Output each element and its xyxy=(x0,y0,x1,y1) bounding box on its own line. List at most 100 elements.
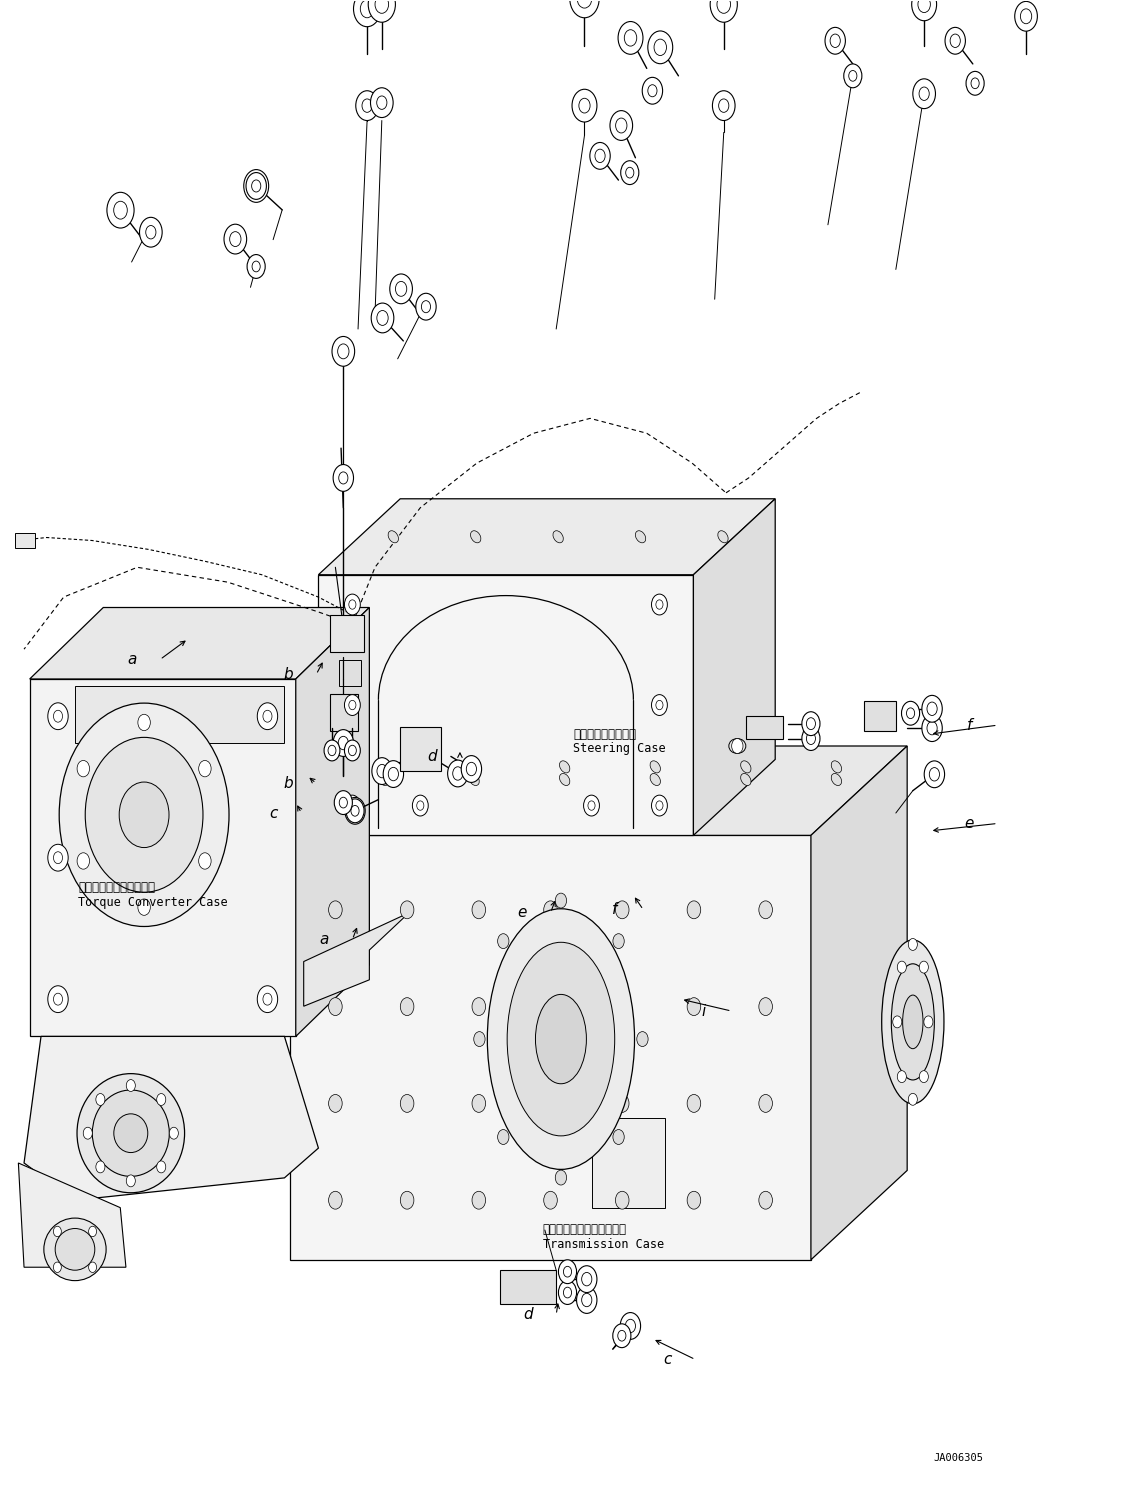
Circle shape xyxy=(583,795,599,816)
Circle shape xyxy=(252,181,261,192)
Circle shape xyxy=(360,0,373,18)
Circle shape xyxy=(927,703,938,716)
Circle shape xyxy=(615,1095,629,1113)
Circle shape xyxy=(924,1016,933,1028)
Circle shape xyxy=(893,1016,902,1028)
Circle shape xyxy=(59,703,229,927)
Polygon shape xyxy=(864,701,896,731)
Polygon shape xyxy=(319,498,775,574)
Circle shape xyxy=(544,1191,557,1209)
Circle shape xyxy=(258,703,278,730)
Ellipse shape xyxy=(378,761,388,773)
Circle shape xyxy=(472,1191,486,1209)
Circle shape xyxy=(595,149,605,163)
Ellipse shape xyxy=(469,761,479,773)
Circle shape xyxy=(157,1161,166,1173)
Circle shape xyxy=(85,737,203,892)
Circle shape xyxy=(384,761,404,788)
Text: i: i xyxy=(701,1004,706,1019)
Text: JA006305: JA006305 xyxy=(933,1453,983,1462)
Circle shape xyxy=(389,275,412,304)
Circle shape xyxy=(371,303,394,333)
Circle shape xyxy=(656,801,663,810)
Circle shape xyxy=(922,695,942,722)
Circle shape xyxy=(806,733,815,745)
Circle shape xyxy=(577,1286,597,1313)
Circle shape xyxy=(461,755,481,782)
Circle shape xyxy=(344,740,360,761)
Circle shape xyxy=(401,998,414,1016)
Circle shape xyxy=(412,795,428,816)
Circle shape xyxy=(48,986,68,1013)
Circle shape xyxy=(651,795,667,816)
Ellipse shape xyxy=(507,943,615,1135)
Circle shape xyxy=(140,218,162,248)
Ellipse shape xyxy=(536,994,587,1083)
Circle shape xyxy=(1015,1,1037,31)
Circle shape xyxy=(558,1259,577,1283)
Ellipse shape xyxy=(560,773,570,786)
Circle shape xyxy=(1020,9,1032,24)
Circle shape xyxy=(377,310,388,325)
Circle shape xyxy=(107,192,134,228)
Circle shape xyxy=(89,1262,96,1273)
Circle shape xyxy=(338,737,348,749)
Circle shape xyxy=(613,934,624,949)
Circle shape xyxy=(972,78,980,88)
Circle shape xyxy=(83,1128,92,1140)
Circle shape xyxy=(625,167,633,178)
Circle shape xyxy=(375,0,388,13)
Circle shape xyxy=(169,1128,178,1140)
Text: e: e xyxy=(518,906,527,921)
Circle shape xyxy=(555,1170,566,1185)
Text: c: c xyxy=(663,1352,671,1367)
Circle shape xyxy=(911,0,936,21)
Ellipse shape xyxy=(717,531,729,543)
Polygon shape xyxy=(291,836,810,1259)
Text: f: f xyxy=(613,903,617,918)
Circle shape xyxy=(711,0,738,22)
Text: b: b xyxy=(283,667,293,682)
Circle shape xyxy=(95,1094,104,1106)
Circle shape xyxy=(656,600,663,609)
Circle shape xyxy=(613,1323,631,1347)
Ellipse shape xyxy=(44,1217,106,1280)
Circle shape xyxy=(759,1191,773,1209)
Circle shape xyxy=(581,1273,591,1286)
Bar xyxy=(15,533,35,548)
Circle shape xyxy=(919,1071,928,1083)
Circle shape xyxy=(329,998,342,1016)
Circle shape xyxy=(922,715,942,742)
Text: トルクコンバータケース: トルクコンバータケース xyxy=(78,880,155,894)
Circle shape xyxy=(613,1129,624,1144)
Circle shape xyxy=(544,998,557,1016)
Circle shape xyxy=(263,710,272,722)
Circle shape xyxy=(246,173,267,200)
Polygon shape xyxy=(338,659,361,686)
Polygon shape xyxy=(592,1119,665,1207)
Circle shape xyxy=(348,746,356,755)
Circle shape xyxy=(334,730,353,756)
Text: ステアリングケース: ステアリングケース xyxy=(573,728,636,740)
Ellipse shape xyxy=(92,1091,169,1176)
Ellipse shape xyxy=(729,739,746,753)
Circle shape xyxy=(95,1161,104,1173)
Circle shape xyxy=(617,1331,625,1341)
Circle shape xyxy=(224,224,246,254)
Circle shape xyxy=(918,0,931,12)
Circle shape xyxy=(825,27,846,54)
Ellipse shape xyxy=(553,531,563,543)
Ellipse shape xyxy=(388,531,398,543)
Circle shape xyxy=(930,767,940,780)
Circle shape xyxy=(801,727,819,750)
Circle shape xyxy=(759,1095,773,1113)
Circle shape xyxy=(370,88,393,118)
Polygon shape xyxy=(319,574,693,836)
Circle shape xyxy=(244,170,269,203)
Text: d: d xyxy=(427,749,437,764)
Circle shape xyxy=(544,1095,557,1113)
Circle shape xyxy=(53,710,62,722)
Circle shape xyxy=(472,998,486,1016)
Circle shape xyxy=(901,701,919,725)
Circle shape xyxy=(801,712,819,736)
